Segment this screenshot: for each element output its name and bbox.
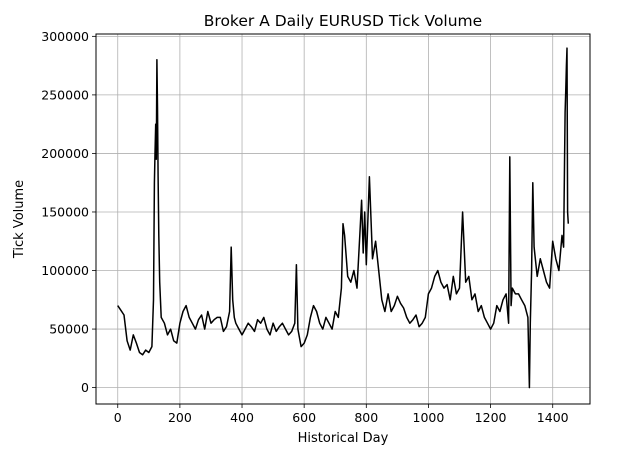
- x-tick-label: 800: [354, 410, 378, 425]
- series-line: [117, 47, 570, 389]
- x-tick-label: 600: [292, 410, 316, 425]
- ticks: 0 200 400 600 800 1000 1200 1400 0 50000 100000 150…: [41, 29, 568, 425]
- x-tick-label: 1200: [475, 410, 507, 425]
- y-tick-label: 300000: [41, 29, 89, 44]
- x-tick-label: 400: [230, 410, 254, 425]
- y-tick-label: 250000: [41, 87, 89, 102]
- plot-frame: [95, 33, 591, 405]
- y-tick-label: 50000: [49, 322, 89, 337]
- x-tick-label: 0: [114, 410, 122, 425]
- chart-title: Broker A Daily EURUSD Tick Volume: [204, 12, 482, 30]
- data-layer: [117, 47, 570, 389]
- y-tick-label: 0: [81, 380, 89, 395]
- y-tick-label: 100000: [41, 263, 89, 278]
- y-tick-label: 200000: [41, 146, 89, 161]
- y-tick-label: 150000: [41, 204, 89, 219]
- x-tick-label: 1400: [537, 410, 569, 425]
- x-axis-label: Historical Day: [298, 431, 389, 446]
- x-tick-label: 200: [168, 410, 192, 425]
- x-tick-label: 1000: [413, 410, 445, 425]
- y-axis-label: Tick Volume: [12, 180, 27, 259]
- grid: [96, 34, 590, 404]
